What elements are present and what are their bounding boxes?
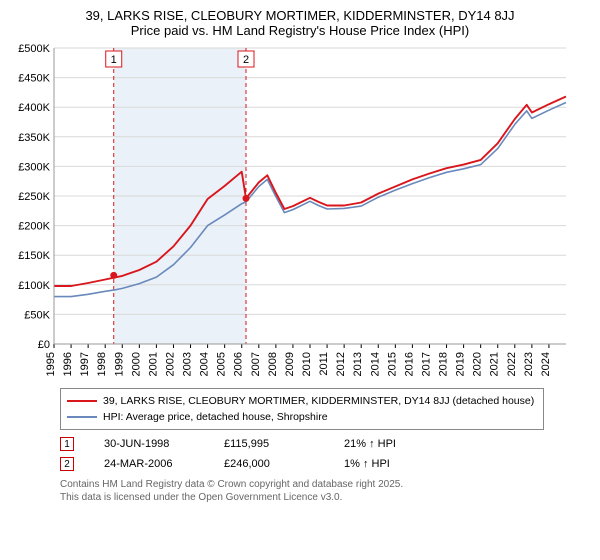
svg-text:2023: 2023 [523, 352, 535, 376]
svg-text:2016: 2016 [403, 352, 415, 376]
legend-row: 39, LARKS RISE, CLEOBURY MORTIMER, KIDDE… [67, 393, 537, 409]
svg-text:1995: 1995 [45, 352, 57, 376]
svg-text:2004: 2004 [199, 352, 211, 376]
svg-text:2024: 2024 [540, 352, 552, 376]
sale-price: £115,995 [224, 438, 314, 450]
legend-row: HPI: Average price, detached house, Shro… [67, 409, 537, 425]
chart-title-block: 39, LARKS RISE, CLEOBURY MORTIMER, KIDDE… [10, 8, 590, 38]
legend: 39, LARKS RISE, CLEOBURY MORTIMER, KIDDE… [60, 388, 544, 430]
svg-text:£0: £0 [38, 339, 50, 351]
svg-text:2014: 2014 [369, 352, 381, 376]
svg-text:£100K: £100K [18, 280, 50, 292]
footer-line-2: This data is licensed under the Open Gov… [60, 491, 590, 504]
svg-text:2019: 2019 [455, 352, 467, 376]
svg-text:£500K: £500K [18, 43, 50, 55]
svg-text:2002: 2002 [164, 352, 176, 376]
svg-text:£50K: £50K [24, 309, 50, 321]
svg-text:2012: 2012 [335, 352, 347, 376]
legend-label-property: 39, LARKS RISE, CLEOBURY MORTIMER, KIDDE… [103, 395, 534, 407]
sale-price: £246,000 [224, 458, 314, 470]
svg-text:2009: 2009 [284, 352, 296, 376]
svg-text:2006: 2006 [233, 352, 245, 376]
svg-text:2011: 2011 [318, 352, 330, 376]
svg-text:£150K: £150K [18, 250, 50, 262]
svg-text:2021: 2021 [489, 352, 501, 376]
svg-text:2007: 2007 [250, 352, 262, 376]
svg-text:2003: 2003 [182, 352, 194, 376]
svg-text:2013: 2013 [352, 352, 364, 376]
sale-change: 1% ↑ HPI [344, 458, 434, 470]
svg-text:2022: 2022 [506, 352, 518, 376]
svg-text:£250K: £250K [18, 191, 50, 203]
svg-text:2017: 2017 [420, 352, 432, 376]
svg-text:2008: 2008 [267, 352, 279, 376]
svg-text:2: 2 [243, 54, 249, 66]
legend-label-hpi: HPI: Average price, detached house, Shro… [103, 411, 328, 423]
svg-text:2005: 2005 [216, 352, 228, 376]
title-line-1: 39, LARKS RISE, CLEOBURY MORTIMER, KIDDE… [10, 8, 590, 23]
svg-text:2018: 2018 [438, 352, 450, 376]
svg-text:2015: 2015 [386, 352, 398, 376]
sales-row: 2 24-MAR-2006 £246,000 1% ↑ HPI [60, 454, 590, 474]
footer-line-1: Contains HM Land Registry data © Crown c… [60, 478, 590, 491]
svg-text:£400K: £400K [18, 102, 50, 114]
svg-text:1997: 1997 [79, 352, 91, 376]
chart: £0 £50K £100K £150K £200K £250K £300K £350K £400… [10, 42, 590, 382]
svg-text:2020: 2020 [472, 352, 484, 376]
svg-text:1: 1 [111, 54, 117, 66]
svg-text:£350K: £350K [18, 132, 50, 144]
sale-marker-1: 1 [60, 437, 74, 451]
svg-text:2001: 2001 [147, 352, 159, 376]
sale-change: 21% ↑ HPI [344, 438, 434, 450]
svg-text:£450K: £450K [18, 73, 50, 85]
sales-table: 1 30-JUN-1998 £115,995 21% ↑ HPI 2 24-MA… [60, 434, 590, 474]
svg-text:1996: 1996 [62, 352, 74, 376]
sale-date: 24-MAR-2006 [104, 458, 194, 470]
legend-swatch-hpi [67, 416, 97, 418]
title-line-2: Price paid vs. HM Land Registry's House … [10, 23, 590, 38]
sale-date: 30-JUN-1998 [104, 438, 194, 450]
svg-text:2000: 2000 [130, 352, 142, 376]
legend-swatch-property [67, 400, 97, 402]
svg-text:1998: 1998 [96, 352, 108, 376]
svg-text:1999: 1999 [113, 352, 125, 376]
sale-marker-2: 2 [60, 457, 74, 471]
sales-row: 1 30-JUN-1998 £115,995 21% ↑ HPI [60, 434, 590, 454]
chart-svg: £0 £50K £100K £150K £200K £250K £300K £350K £400… [10, 42, 570, 382]
svg-text:2010: 2010 [301, 352, 313, 376]
svg-text:£300K: £300K [18, 161, 50, 173]
svg-text:£200K: £200K [18, 221, 50, 233]
footer: Contains HM Land Registry data © Crown c… [60, 478, 590, 504]
